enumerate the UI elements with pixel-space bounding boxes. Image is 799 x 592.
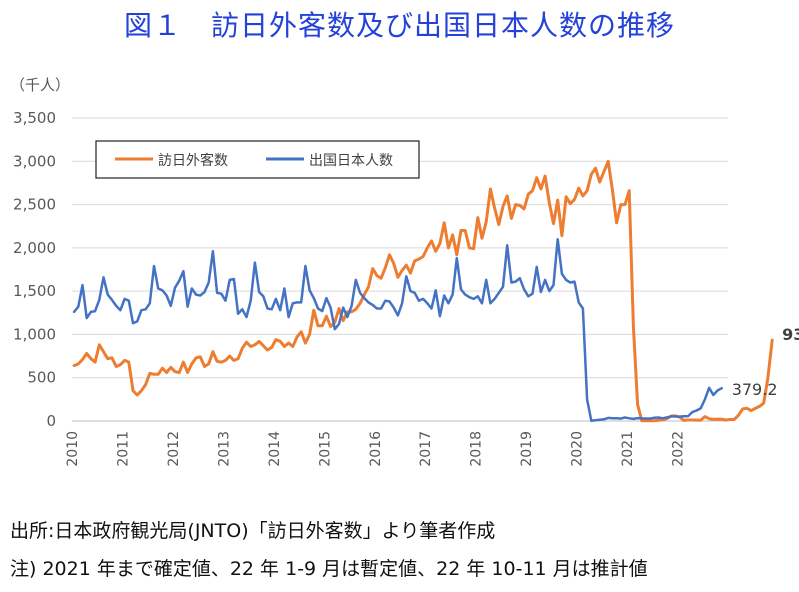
x-tick-label: 2015 [317,431,333,467]
y-unit-label: （千人） [10,76,70,94]
y-tick-label: 1,500 [13,282,56,300]
x-tick-label: 2018 [469,431,485,467]
end-label: 934.5 [782,325,799,344]
x-tick-label: 2021 [620,431,636,467]
y-tick-label: 2,000 [13,239,56,257]
end-label: 379.2 [732,380,778,399]
source-note: 出所:日本政府観光局(JNTO)「訪日外客数」より筆者作成 [10,520,496,542]
x-tick-label: 2011 [115,431,131,467]
x-tick-label: 2016 [368,431,384,467]
x-tick-label: 2012 [166,431,182,467]
y-tick-label: 1,000 [13,325,56,343]
x-tick-label: 2020 [570,431,586,467]
x-tick-label: 2010 [65,431,81,467]
series-line-departures [72,237,723,422]
y-tick-label: 3,000 [13,152,56,170]
y-tick-label: 500 [27,369,56,387]
x-tick-label: 2022 [671,431,687,467]
gridlines [72,117,728,422]
series-line-visitors [72,159,774,423]
footnote: 注) 2021 年まで確定値、22 年 1-9 月は暫定値、22 年 10-11… [10,558,648,580]
y-tick-label: 2,500 [13,196,56,214]
series-lines [72,159,774,423]
y-tick-label: 0 [46,412,56,430]
axes: 0 500 1,000 1,500 2,000 2,500 3,000 3,500 （千人） 20… [10,76,687,467]
x-tick-label: 2017 [418,431,434,467]
y-tick-label: 3,500 [13,109,56,127]
x-tick-label: 2014 [267,431,283,467]
end-labels: 934.5 379.2 [732,325,799,399]
legend: 訪日外客数 出国日本人数 [95,140,420,179]
legend-label: 訪日外客数 [158,152,228,169]
chart-title: 図１ 訪日外客数及び出国日本人数の推移 [123,9,675,42]
x-tick-label: 2019 [519,431,535,467]
legend-label: 出国日本人数 [309,153,393,169]
x-tick-label: 2013 [216,431,232,467]
